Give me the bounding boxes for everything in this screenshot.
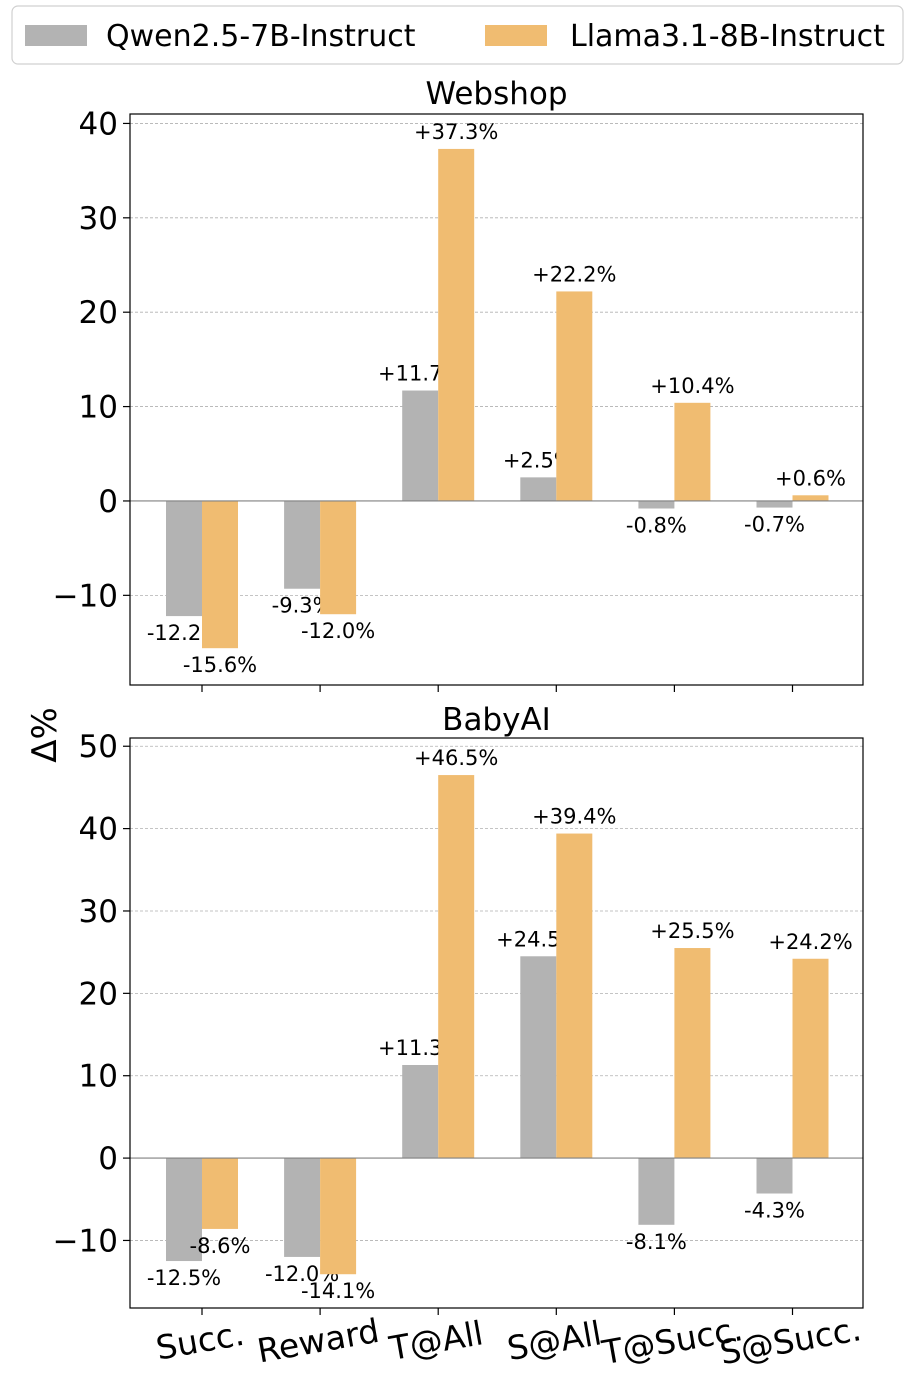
bar-value-label: -12.0% <box>301 619 375 643</box>
y-tick-label: −10 <box>53 578 118 614</box>
y-tick-label: −10 <box>53 1223 118 1259</box>
bar-value-label: -4.3% <box>744 1199 805 1223</box>
bar-value-label: +46.5% <box>414 746 498 770</box>
bar-qwen-reward <box>284 1158 321 1257</box>
y-tick-label: 30 <box>79 201 118 237</box>
bar-llama-sall <box>556 833 593 1159</box>
bar-qwen-succ <box>166 1158 202 1262</box>
panel-webshop: Webshop403020100−10-12.2%-9.3%+11.7%+2.5… <box>53 76 864 692</box>
bar-qwen-tsucc <box>638 1158 675 1225</box>
bar-llama-reward <box>320 1158 357 1275</box>
panel-title: BabyAI <box>442 702 551 738</box>
bar-value-label: -0.8% <box>626 514 687 538</box>
bar-value-label: -14.1% <box>301 1279 375 1303</box>
bar-qwen-sall <box>520 956 557 1159</box>
bar-value-label: -12.5% <box>147 1266 221 1290</box>
bar-llama-tsucc <box>674 948 711 1159</box>
bar-qwen-tall <box>402 390 439 501</box>
legend-label-llama: Llama3.1-8B-Instruct <box>570 19 885 54</box>
y-tick-label: 50 <box>79 729 118 765</box>
bar-qwen-succ <box>166 500 202 617</box>
bar-value-label: -15.6% <box>183 653 257 677</box>
legend-frame <box>11 5 904 65</box>
y-tick-label: 20 <box>79 295 118 331</box>
bar-value-label: +25.5% <box>650 919 734 943</box>
bar-value-label: -8.1% <box>626 1230 687 1254</box>
bar-value-label: +10.4% <box>650 374 734 398</box>
legend: Qwen2.5-7B-Instruct Llama3.1-8B-Instruct <box>11 5 904 65</box>
plot-frame <box>129 737 864 1309</box>
y-tick-label: 20 <box>79 976 118 1012</box>
y-axis-label: Δ% <box>25 707 65 763</box>
bar-value-label: -8.6% <box>190 1234 251 1258</box>
y-tick-label: 0 <box>98 484 118 520</box>
bar-qwen-tsucc <box>638 500 675 509</box>
bar-llama-sall <box>556 291 593 501</box>
bar-llama-tall <box>438 148 475 501</box>
x-tick-label: Reward <box>254 1311 382 1371</box>
legend-label-qwen: Qwen2.5-7B-Instruct <box>106 19 416 54</box>
x-tick-label: T@All <box>386 1313 486 1368</box>
legend-swatch-qwen <box>25 25 87 46</box>
bar-llama-ssucc <box>792 958 829 1159</box>
bar-llama-succ <box>202 500 238 649</box>
bar-qwen-sall <box>520 477 557 501</box>
bar-llama-succ <box>202 1158 238 1229</box>
bar-value-label: +22.2% <box>532 262 616 286</box>
bar-value-label: +39.4% <box>532 805 616 829</box>
bar-value-label: +24.2% <box>768 930 852 954</box>
bar-llama-tsucc <box>674 402 711 501</box>
y-tick-label: 40 <box>79 812 118 848</box>
bar-llama-tall <box>438 775 475 1159</box>
bar-llama-ssucc <box>792 495 829 501</box>
bar-qwen-tall <box>402 1065 439 1159</box>
bar-qwen-ssucc <box>756 1158 793 1194</box>
plot-frame <box>129 113 864 686</box>
y-tick-label: 0 <box>98 1141 118 1177</box>
legend-swatch-llama <box>485 25 547 46</box>
panel-title: Webshop <box>425 76 567 112</box>
bar-qwen-ssucc <box>756 500 793 508</box>
bar-llama-reward <box>320 500 357 615</box>
bar-qwen-reward <box>284 500 321 589</box>
y-tick-label: 30 <box>79 894 118 930</box>
bar-value-label: +37.3% <box>414 120 498 144</box>
bar-value-label: +0.6% <box>775 466 846 490</box>
y-tick-label: 10 <box>79 390 118 426</box>
bar-value-label: -0.7% <box>744 513 805 537</box>
y-tick-label: 10 <box>79 1059 118 1095</box>
x-tick-label: S@All <box>504 1313 604 1368</box>
y-tick-label: 40 <box>79 106 118 142</box>
x-tick-label: Succ. <box>153 1314 247 1368</box>
